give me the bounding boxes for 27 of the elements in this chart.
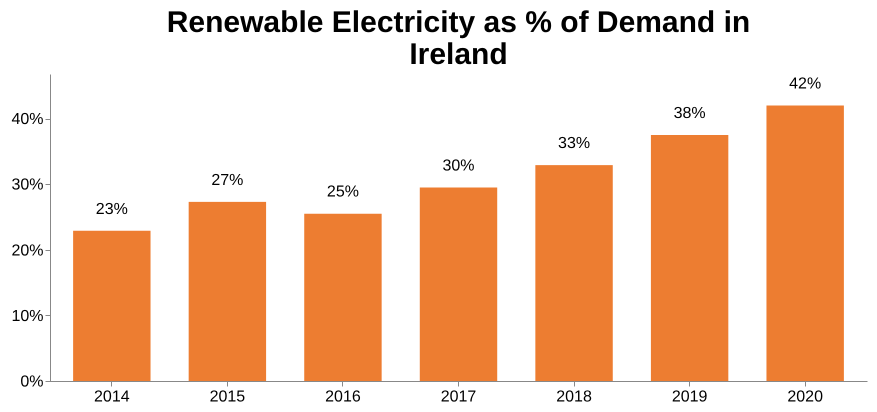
bar (188, 202, 266, 381)
chart-title: Renewable Electricity as % of Demand in Ireland (166, 6, 750, 71)
data-label: 23% (96, 200, 128, 218)
bar (420, 187, 498, 381)
bar (650, 135, 728, 381)
bar (535, 165, 613, 381)
data-label: 30% (442, 157, 475, 174)
y-tick-label: 20% (11, 242, 44, 260)
data-label: 42% (789, 75, 822, 92)
x-tick-label: 2017 (440, 388, 476, 406)
data-label: 27% (211, 172, 244, 189)
x-tick-label: 2020 (787, 388, 824, 406)
y-tick-label: 40% (11, 111, 44, 128)
x-tick-label: 2016 (325, 388, 361, 406)
bar (304, 214, 382, 381)
data-label: 38% (674, 105, 706, 122)
bar (73, 230, 151, 381)
y-tick-label: 0% (20, 374, 44, 390)
x-tick-label: 2018 (556, 388, 592, 406)
data-label: 25% (326, 184, 359, 201)
y-tick-label: 10% (11, 308, 44, 325)
data-label: 33% (558, 135, 590, 152)
bar (766, 105, 844, 381)
y-tick-label: 30% (11, 176, 44, 194)
x-tick-label: 2015 (210, 388, 246, 406)
x-tick-label: 2014 (94, 388, 130, 406)
x-tick-label: 2019 (672, 388, 708, 406)
